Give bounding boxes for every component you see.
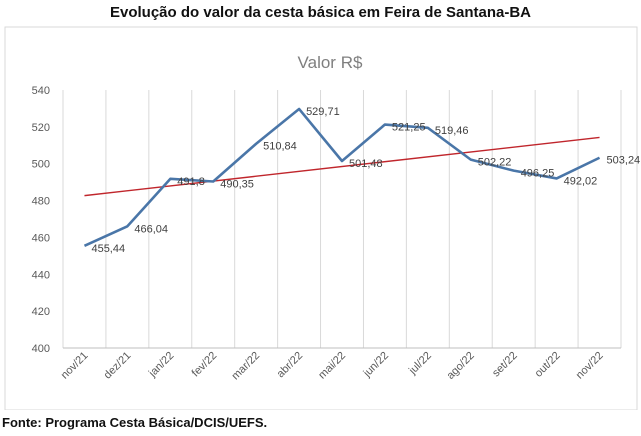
data-label: 492,02	[564, 175, 598, 187]
data-label: 510,84	[263, 141, 297, 153]
page-title: Evolução do valor da cesta básica em Fei…	[110, 4, 531, 21]
data-label: 496,25	[521, 168, 555, 180]
data-label: 466,04	[134, 223, 168, 235]
data-label: 519,46	[435, 125, 469, 137]
y-tick-label: 460	[32, 232, 50, 244]
chart-title: Valor R$	[298, 53, 363, 72]
y-tick-label: 540	[32, 85, 50, 97]
data-label: 491,8	[177, 176, 205, 188]
y-tick-label: 420	[32, 306, 50, 318]
trendline	[84, 136, 600, 197]
y-tick-label: 520	[32, 122, 50, 134]
data-label: 490,35	[220, 178, 254, 190]
source-note: Fonte: Programa Cesta Básica/DCIS/UEFS.	[2, 415, 268, 430]
data-label: 502,22	[478, 157, 512, 169]
data-label: 455,44	[91, 243, 125, 255]
y-tick-label: 480	[32, 196, 50, 208]
data-label: 503,24	[607, 155, 641, 167]
series-line	[83, 107, 601, 248]
y-tick-label: 440	[32, 269, 50, 281]
y-tick-label: 400	[32, 343, 50, 355]
y-tick-label: 500	[32, 159, 50, 171]
data-label: 521,25	[392, 122, 426, 134]
data-label: 529,71	[306, 106, 340, 118]
data-label: 501,48	[349, 158, 383, 170]
